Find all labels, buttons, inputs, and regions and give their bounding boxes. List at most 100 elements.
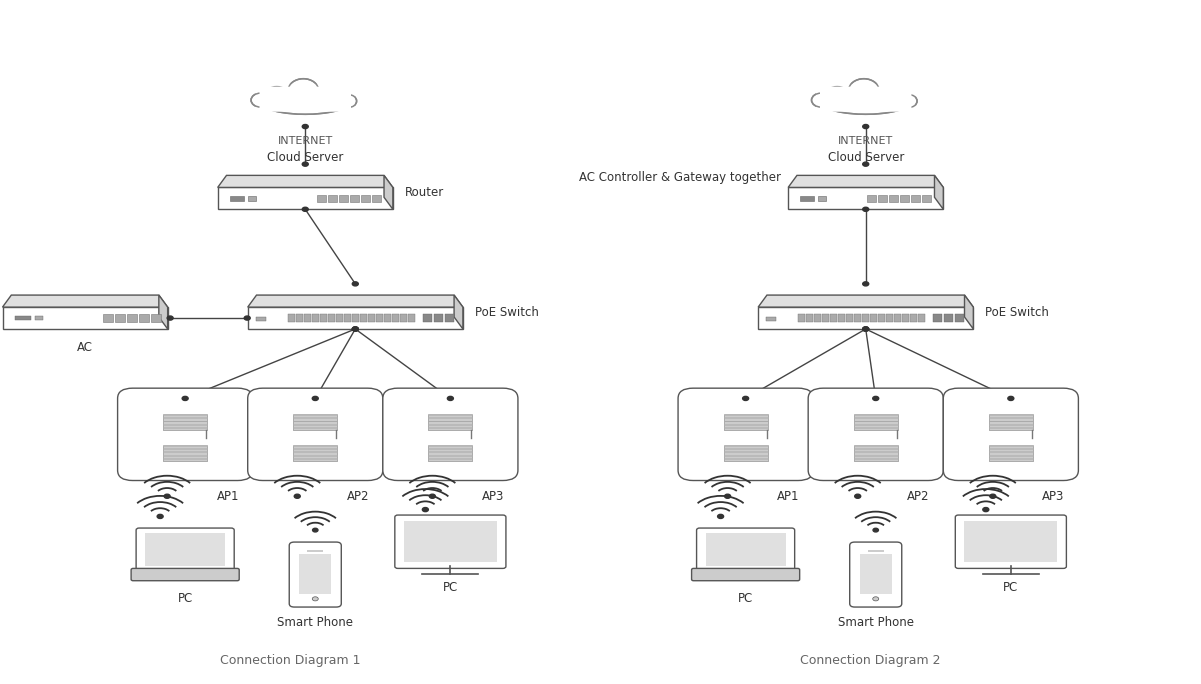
Text: Cloud Server: Cloud Server — [267, 151, 343, 164]
Text: AC Controller & Gateway together: AC Controller & Gateway together — [579, 171, 781, 185]
Bar — [854, 428, 898, 430]
Bar — [256, 317, 265, 321]
Bar — [988, 459, 1033, 461]
Polygon shape — [788, 187, 943, 209]
Bar — [102, 314, 113, 321]
Bar — [343, 314, 351, 321]
Text: INTERNET: INTERNET — [838, 136, 894, 146]
FancyBboxPatch shape — [289, 542, 341, 607]
Polygon shape — [2, 307, 168, 329]
Bar — [854, 456, 898, 458]
Bar — [854, 446, 898, 448]
Ellipse shape — [849, 79, 879, 102]
Bar — [163, 425, 208, 427]
Polygon shape — [964, 295, 973, 329]
Bar — [886, 314, 894, 321]
Bar — [368, 314, 375, 321]
Bar — [854, 452, 898, 455]
Bar — [293, 459, 337, 461]
Bar — [328, 314, 335, 321]
Bar — [723, 415, 767, 417]
Bar — [163, 452, 208, 455]
Bar — [723, 428, 767, 430]
Ellipse shape — [812, 93, 831, 107]
Circle shape — [873, 528, 878, 532]
Bar — [163, 419, 208, 421]
Ellipse shape — [319, 88, 342, 105]
Text: Router: Router — [405, 186, 444, 199]
FancyBboxPatch shape — [259, 87, 351, 111]
Polygon shape — [247, 307, 462, 329]
Bar — [723, 459, 767, 461]
Circle shape — [167, 316, 173, 320]
Bar — [830, 314, 837, 321]
Circle shape — [312, 596, 318, 601]
FancyBboxPatch shape — [815, 84, 915, 114]
Polygon shape — [758, 307, 973, 329]
Bar — [955, 314, 964, 321]
Bar — [293, 428, 337, 430]
Bar — [723, 419, 767, 421]
Ellipse shape — [340, 94, 357, 107]
Circle shape — [855, 494, 861, 498]
Circle shape — [352, 327, 358, 331]
Bar — [145, 533, 226, 566]
Ellipse shape — [340, 94, 357, 107]
Bar — [854, 415, 898, 430]
Ellipse shape — [879, 88, 903, 105]
Bar — [429, 445, 472, 461]
Circle shape — [862, 162, 868, 166]
Bar — [229, 196, 244, 201]
FancyBboxPatch shape — [131, 568, 239, 581]
FancyBboxPatch shape — [849, 542, 902, 607]
Circle shape — [303, 162, 309, 166]
Ellipse shape — [900, 94, 918, 107]
Bar — [429, 419, 472, 421]
Polygon shape — [217, 187, 393, 209]
FancyBboxPatch shape — [814, 83, 918, 115]
Text: Connection Diagram 1: Connection Diagram 1 — [220, 653, 360, 667]
Bar — [988, 456, 1033, 458]
Circle shape — [157, 514, 163, 518]
Bar — [854, 314, 861, 321]
Bar — [988, 445, 1033, 461]
Circle shape — [303, 124, 309, 129]
FancyBboxPatch shape — [395, 515, 506, 568]
Bar — [944, 314, 954, 321]
Bar — [163, 456, 208, 458]
Bar — [163, 445, 208, 461]
Bar — [163, 415, 208, 430]
FancyBboxPatch shape — [943, 389, 1078, 481]
Bar — [889, 195, 898, 202]
Bar — [150, 314, 161, 321]
Circle shape — [862, 207, 868, 211]
Bar — [988, 452, 1033, 455]
Text: AP3: AP3 — [1042, 490, 1065, 503]
FancyBboxPatch shape — [808, 389, 943, 481]
Ellipse shape — [812, 93, 831, 107]
Circle shape — [862, 327, 868, 331]
FancyBboxPatch shape — [256, 84, 354, 114]
Bar — [138, 314, 149, 321]
Text: Smart Phone: Smart Phone — [277, 616, 353, 629]
Circle shape — [873, 596, 879, 601]
Bar — [295, 314, 303, 321]
Polygon shape — [159, 295, 168, 329]
Ellipse shape — [251, 93, 270, 107]
Bar — [988, 415, 1033, 417]
Bar — [293, 415, 337, 417]
Polygon shape — [2, 295, 168, 307]
Circle shape — [990, 494, 996, 498]
Bar — [867, 550, 884, 553]
Ellipse shape — [825, 87, 849, 104]
Bar — [854, 421, 898, 423]
Bar — [723, 452, 767, 455]
Circle shape — [423, 508, 429, 512]
Bar — [723, 415, 767, 430]
Bar — [336, 314, 342, 321]
Bar — [429, 415, 472, 417]
FancyBboxPatch shape — [247, 389, 383, 481]
Bar — [360, 195, 370, 202]
Bar — [823, 314, 829, 321]
Bar — [723, 425, 767, 427]
